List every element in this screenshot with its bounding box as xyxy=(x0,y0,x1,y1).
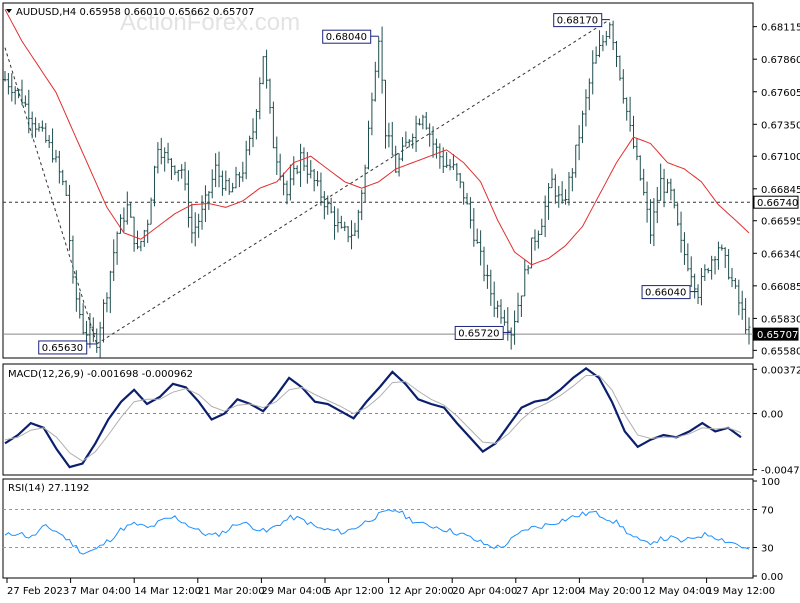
level-axis-tag-box xyxy=(753,195,799,209)
rsi-y-tick-label: 100 xyxy=(761,477,780,488)
x-tick-label: 7 Mar 04:00 xyxy=(71,586,131,597)
x-tick-label: 12 Apr 20:00 xyxy=(389,586,454,597)
price-layer: 0.65630 0.68040 0.68170 0.65720 0.66040 xyxy=(3,9,753,358)
current-price-tag: 0.65707 xyxy=(757,330,798,341)
macd-line xyxy=(4,367,742,469)
rsi-y-tick-label: 30 xyxy=(761,544,774,555)
macd-y-tick-label: -0.004716 xyxy=(761,466,800,477)
moving-average-line xyxy=(4,9,750,266)
trendline-0 xyxy=(4,47,98,345)
x-tick-label: 20 Apr 04:00 xyxy=(452,586,517,597)
x-tick-label: 21 Mar 20:00 xyxy=(198,586,265,597)
price-y-tick-label: 0.66595 xyxy=(761,217,800,228)
price-y-tick-label: 0.67605 xyxy=(761,88,800,99)
x-tick-label: 14 Mar 12:00 xyxy=(134,586,201,597)
x-tick-label: 27 Feb 2023 xyxy=(7,586,69,597)
price-y-tick-label: 0.67860 xyxy=(761,55,800,66)
price-y-tick-label: 0.66340 xyxy=(761,249,800,260)
x-tick-label: 29 Mar 04:00 xyxy=(261,586,328,597)
rsi-panel-frame xyxy=(2,478,754,579)
watermark: ActionForex.com xyxy=(120,9,300,36)
price-y-tick-label: 0.67350 xyxy=(761,120,800,131)
rsi-layer xyxy=(3,509,753,555)
macd-layer xyxy=(3,367,753,469)
x-tick-label: 12 May 04:00 xyxy=(643,586,712,597)
macd-y-tick-label: 0.003722 xyxy=(761,365,800,376)
current-price-tag-box xyxy=(753,327,799,341)
price-y-tick-label: 0.67100 xyxy=(761,152,800,163)
macd-label: MACD(12,26,9) -0.001698 -0.000962 xyxy=(8,369,193,380)
price-y-tick-label: 0.65830 xyxy=(761,314,800,325)
x-tick-label: 4 May 20:00 xyxy=(579,586,641,597)
pivot-label: 0.65630 xyxy=(42,343,83,354)
pivot-label: 0.68040 xyxy=(326,32,367,43)
pivot-label: 0.66040 xyxy=(645,288,686,299)
rsi-y-tick-label: 70 xyxy=(761,506,774,517)
price-panel-frame xyxy=(2,2,754,359)
rsi-line xyxy=(4,509,750,555)
axis-layer: 0.68115 0.67860 0.67605 0.67350 0.67100 0.668… xyxy=(6,23,800,597)
symbol-header: AUDUSD,H4 0.65958 0.66010 0.65662 0.6570… xyxy=(16,7,254,18)
dropdown-triangle-icon[interactable] xyxy=(6,9,12,13)
level-axis-tag: 0.66740 xyxy=(757,198,798,209)
macd-signal-line xyxy=(4,375,742,462)
x-tick-label: 5 Apr 12:00 xyxy=(325,586,384,597)
pivot-label-box xyxy=(38,340,88,355)
pivot-label: 0.65720 xyxy=(458,328,499,339)
price-y-tick-label: 0.66845 xyxy=(761,185,800,196)
pivot-label: 0.68170 xyxy=(557,16,598,27)
price-y-tick-label: 0.68115 xyxy=(761,23,800,34)
rsi-y-tick-label: 0.00 xyxy=(761,572,783,583)
price-y-tick-label: 0.66085 xyxy=(761,282,800,293)
x-tick-label: 19 May 12:00 xyxy=(707,586,776,597)
macd-panel-frame xyxy=(2,363,754,476)
rsi-label: RSI(14) 27.1192 xyxy=(8,483,89,494)
trendline-1 xyxy=(96,19,610,345)
price-y-tick-label: 0.65580 xyxy=(761,346,800,357)
x-tick-label: 27 Apr 12:00 xyxy=(516,586,581,597)
macd-y-tick-label: 0.00 xyxy=(761,410,783,421)
